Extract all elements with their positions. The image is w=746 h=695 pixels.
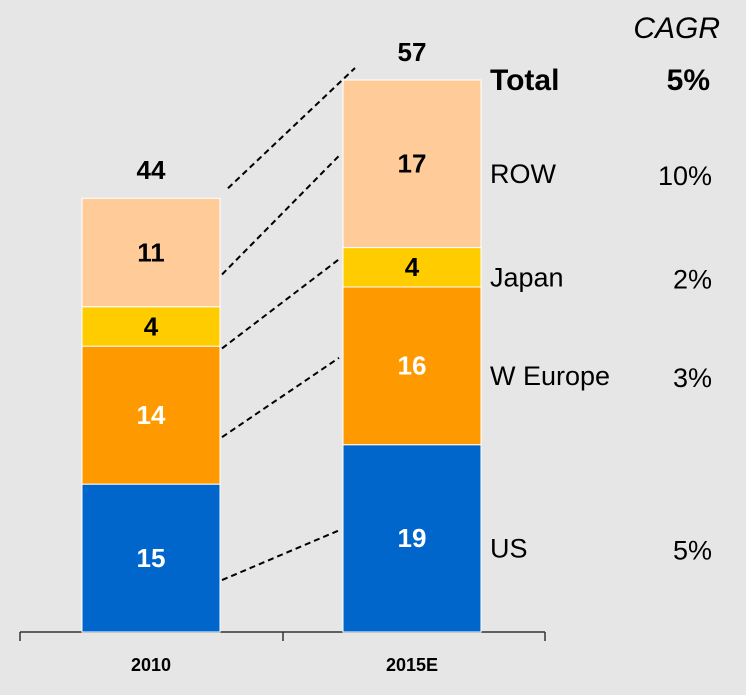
bar-segment bbox=[342, 286, 482, 446]
bar-value-label: 14 bbox=[137, 400, 166, 430]
bar-value-label: 4 bbox=[405, 252, 420, 282]
series-cagr: 3% bbox=[673, 363, 712, 393]
bar-segment bbox=[342, 79, 482, 249]
connector bbox=[221, 357, 340, 438]
bar-segment bbox=[81, 197, 221, 308]
series-name: Japan bbox=[490, 262, 564, 292]
total-value-label: 44 bbox=[137, 155, 166, 185]
bar-value-label: 19 bbox=[398, 523, 427, 553]
bar-segment bbox=[81, 483, 221, 633]
bar-value-label: 17 bbox=[398, 149, 427, 179]
bar-value-label: 11 bbox=[137, 237, 165, 267]
bar-value-label: 4 bbox=[144, 311, 159, 341]
total-value-label: 57 bbox=[398, 37, 427, 67]
series-name: ROW bbox=[490, 159, 557, 189]
connector bbox=[221, 155, 340, 276]
series-name: US bbox=[490, 533, 528, 563]
bar-segment bbox=[342, 444, 482, 633]
total-cagr: 5% bbox=[667, 64, 710, 97]
bar-segment bbox=[342, 247, 482, 288]
series-cagr: 2% bbox=[673, 264, 712, 294]
connector bbox=[227, 67, 356, 190]
bar-value-label: 15 bbox=[137, 543, 166, 573]
series-name: W Europe bbox=[490, 361, 610, 391]
cagr-header: CAGR bbox=[633, 12, 720, 45]
x-tick-label: 2010 bbox=[131, 655, 171, 675]
connector bbox=[221, 258, 340, 350]
x-tick-label: 2015E bbox=[386, 655, 438, 675]
total-label: Total bbox=[490, 64, 559, 97]
bar-value-label: 16 bbox=[398, 351, 427, 381]
bar-segment bbox=[81, 345, 221, 485]
connector bbox=[221, 529, 340, 581]
series-cagr: 10% bbox=[658, 161, 712, 191]
series-cagr: 5% bbox=[673, 535, 712, 565]
